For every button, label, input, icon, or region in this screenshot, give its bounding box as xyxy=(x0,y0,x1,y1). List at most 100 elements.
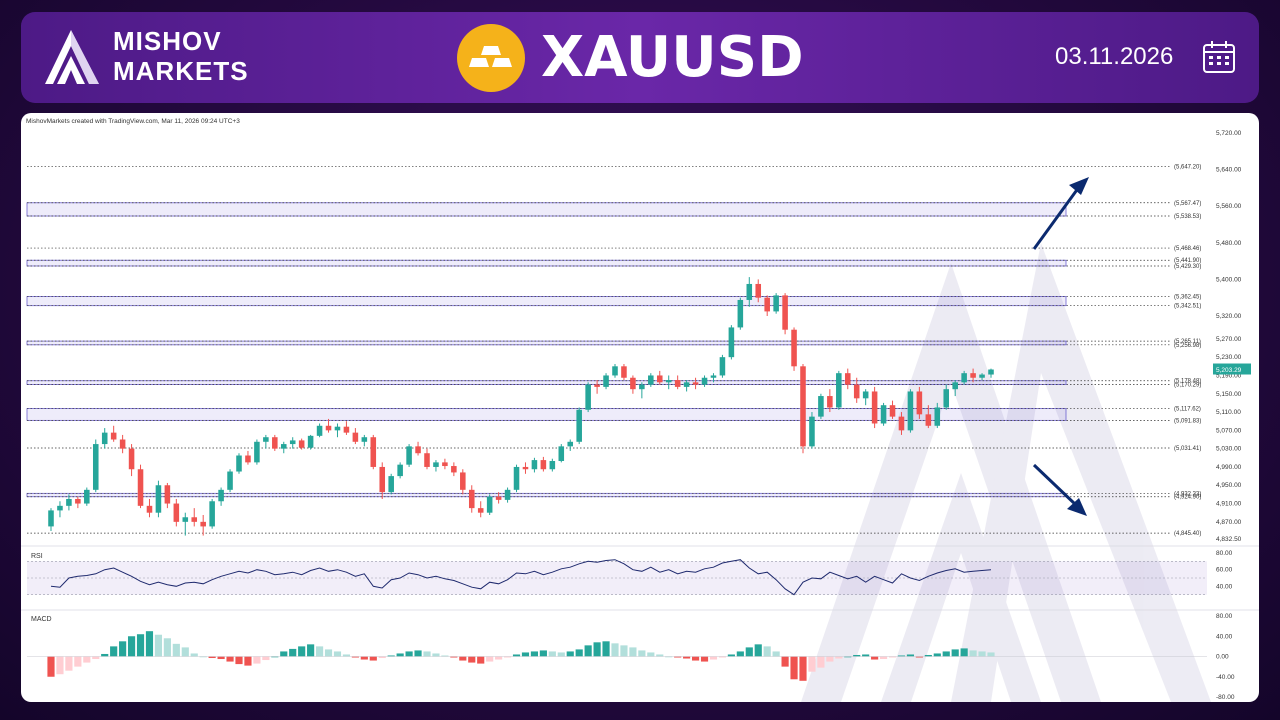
candle-body xyxy=(603,375,609,387)
macd-bar xyxy=(486,656,494,662)
level-label: (5,265.11) xyxy=(1174,339,1201,345)
macd-bar xyxy=(378,656,386,659)
macd-bar xyxy=(745,647,753,657)
macd-bar xyxy=(727,654,735,657)
chart-credit: MishovMarkets created with TradingView.c… xyxy=(26,118,240,125)
price-tick-label: 4,870.00 xyxy=(1216,519,1242,526)
macd-bar xyxy=(262,656,270,661)
macd-bar xyxy=(244,656,252,666)
price-tick-label: 5,320.00 xyxy=(1216,313,1242,320)
level-label: (4,845.40) xyxy=(1174,531,1201,537)
watermark-shape xyxy=(951,243,1211,702)
macd-bar xyxy=(459,656,467,661)
candle-body xyxy=(397,464,403,477)
candle-body xyxy=(674,380,681,387)
candle-body xyxy=(585,384,591,410)
macd-bar xyxy=(315,646,324,657)
sr-zone xyxy=(26,380,1067,385)
candle-body xyxy=(531,460,538,470)
rsi-line xyxy=(50,559,992,596)
candle-body xyxy=(504,489,511,500)
macd-bar xyxy=(611,643,619,657)
candle-body xyxy=(218,489,224,502)
candle-body xyxy=(621,366,627,378)
macd-bar xyxy=(781,656,789,667)
price-tick-label: 5,110.00 xyxy=(1216,409,1241,416)
macd-bar xyxy=(575,649,583,657)
candle-body xyxy=(862,391,869,399)
candle-body xyxy=(800,366,806,447)
candle-body xyxy=(146,505,153,513)
candle-body xyxy=(612,366,618,376)
macd-bar xyxy=(181,647,189,657)
level-label: (4,924.90) xyxy=(1174,495,1201,501)
sr-zone xyxy=(26,340,1067,346)
level-label: (5,091.83) xyxy=(1174,418,1201,424)
watermark-shape xyxy=(801,263,1101,702)
candle-body xyxy=(388,476,394,493)
sr-zone xyxy=(26,259,1067,267)
candle-body xyxy=(844,373,851,385)
macd-bar xyxy=(101,653,109,657)
up-arrow-icon xyxy=(1032,186,1081,250)
sr-zone xyxy=(26,202,1067,217)
rsi-tick-label: 80.00 xyxy=(1216,550,1233,557)
macd-bar xyxy=(307,644,315,657)
macd-bar xyxy=(396,653,404,657)
macd-bar xyxy=(512,654,521,657)
macd-bar xyxy=(897,655,906,657)
price-tick-label: 4,832.50 xyxy=(1216,536,1242,543)
macd-bar xyxy=(387,655,395,657)
price-chart[interactable]: 5,720.00 5,640.00 5,560.00 5,480.00 5,400.00… xyxy=(21,113,1259,702)
forecast-arrows xyxy=(1032,177,1089,516)
candle-body xyxy=(468,489,475,509)
level-label: (5,117.62) xyxy=(1174,407,1201,413)
macd-bar xyxy=(879,656,888,660)
macd-bar xyxy=(915,656,923,658)
macd-bar xyxy=(691,656,700,661)
candle-body xyxy=(764,297,770,312)
candle-body xyxy=(173,503,180,522)
down-arrow-head-icon xyxy=(1067,498,1087,516)
candle-body xyxy=(728,327,735,358)
macd-bar xyxy=(208,656,216,659)
macd-bar xyxy=(450,656,458,658)
gold-bars-icon xyxy=(457,24,525,92)
candle-body xyxy=(254,441,260,463)
candle-body xyxy=(361,437,368,442)
macd-bar xyxy=(226,656,234,662)
candle-body xyxy=(245,455,251,463)
candle-body xyxy=(898,416,905,431)
level-label: (5,031.41) xyxy=(1174,446,1201,452)
header-bar: MISHOV MARKETS XAUUSD 03.11.2026 xyxy=(21,12,1259,103)
level-label: (5,567.47) xyxy=(1174,201,1201,207)
candle-body xyxy=(871,391,878,424)
candle-body xyxy=(66,498,72,506)
price-tick-label: 4,990.00 xyxy=(1216,464,1242,471)
macd-bar xyxy=(324,649,333,657)
macd-bar xyxy=(951,649,959,657)
level-label: (5,256.98) xyxy=(1174,343,1201,349)
candle-body xyxy=(665,380,672,383)
macd-bar xyxy=(557,652,565,657)
macd-bar xyxy=(593,642,601,657)
macd-bar xyxy=(942,651,950,657)
date-label: 03.11.2026 xyxy=(1055,43,1174,70)
rsi-title: RSI xyxy=(31,553,43,560)
macd-bar xyxy=(298,646,306,657)
candle-body xyxy=(836,373,842,408)
candle-body xyxy=(576,409,582,442)
watermark-shape xyxy=(881,473,1041,702)
macd-bar xyxy=(736,651,744,657)
candle-body xyxy=(952,382,958,390)
macd-bar xyxy=(163,638,171,657)
macd-bar xyxy=(656,654,664,657)
candle-body xyxy=(415,446,421,454)
macd-bar xyxy=(477,656,485,664)
macd-title: MACD xyxy=(31,616,52,623)
macd-bar xyxy=(351,656,359,658)
macd-bar xyxy=(56,656,64,675)
candle-body xyxy=(943,389,950,408)
candle-body xyxy=(57,505,63,511)
candle-body xyxy=(406,446,412,465)
